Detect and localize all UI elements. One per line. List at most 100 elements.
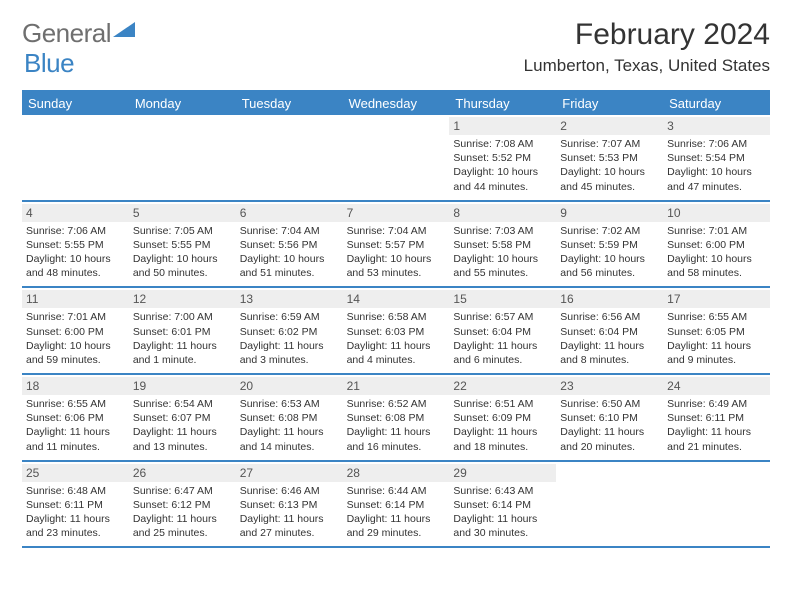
sunrise-text: Sunrise: 6:54 AM [133,397,232,411]
day-cell: 10Sunrise: 7:01 AMSunset: 6:00 PMDayligh… [663,202,770,287]
day-cell: 18Sunrise: 6:55 AMSunset: 6:06 PMDayligh… [22,375,129,460]
day-cell: 27Sunrise: 6:46 AMSunset: 6:13 PMDayligh… [236,462,343,547]
day-number: 18 [22,377,129,395]
day-number: 28 [343,464,450,482]
week-row: 1Sunrise: 7:08 AMSunset: 5:52 PMDaylight… [22,115,770,202]
day-number: 2 [556,117,663,135]
sunrise-text: Sunrise: 6:44 AM [347,484,446,498]
day-cell: 28 Sunrise: 6:44 AMSunset: 6:14 PMDayligh… [343,462,450,547]
daylight-text: Daylight: 11 hours and 16 minutes. [347,425,446,453]
day-cell: 22Sunrise: 6:51 AMSunset: 6:09 PMDayligh… [449,375,556,460]
sunset-text: Sunset: 6:10 PM [560,411,659,425]
day-cell [343,115,450,200]
sunset-text: Sunset: 6:00 PM [667,238,766,252]
daylight-text: Daylight: 11 hours and 6 minutes. [453,339,552,367]
daylight-text: Daylight: 11 hours and 29 minutes. [347,512,446,540]
day-cell: 2Sunrise: 7:07 AMSunset: 5:53 PMDaylight… [556,115,663,200]
sunset-text: Sunset: 6:08 PM [240,411,339,425]
sunrise-text: Sunrise: 7:05 AM [133,224,232,238]
day-number: 10 [663,204,770,222]
day-number: 20 [236,377,343,395]
logo-text-blue: Blue [24,48,74,78]
day-header-tuesday: Tuesday [236,92,343,115]
sunset-text: Sunset: 6:00 PM [26,325,125,339]
day-header-row: SundayMondayTuesdayWednesdayThursdayFrid… [22,92,770,115]
day-number: 22 [449,377,556,395]
sunset-text: Sunset: 5:52 PM [453,151,552,165]
day-cell [236,115,343,200]
day-header-saturday: Saturday [663,92,770,115]
sunset-text: Sunset: 5:56 PM [240,238,339,252]
day-cell [556,462,663,547]
day-cell: 24Sunrise: 6:49 AMSunset: 6:11 PMDayligh… [663,375,770,460]
day-cell: 13Sunrise: 6:59 AMSunset: 6:02 PMDayligh… [236,288,343,373]
sunrise-text: Sunrise: 6:56 AM [560,310,659,324]
sunrise-text: Sunrise: 7:04 AM [347,224,446,238]
day-number: 24 [663,377,770,395]
day-cell: 8Sunrise: 7:03 AMSunset: 5:58 PMDaylight… [449,202,556,287]
day-number: 11 [22,290,129,308]
day-cell [129,115,236,200]
day-cell: 26Sunrise: 6:47 AMSunset: 6:12 PMDayligh… [129,462,236,547]
sunrise-text: Sunrise: 6:48 AM [26,484,125,498]
day-header-wednesday: Wednesday [343,92,450,115]
day-header-sunday: Sunday [22,92,129,115]
day-number: 5 [129,204,236,222]
location: Lumberton, Texas, United States [524,56,770,76]
sunrise-text: Sunrise: 6:53 AM [240,397,339,411]
daylight-text: Daylight: 11 hours and 9 minutes. [667,339,766,367]
sunrise-text: Sunrise: 6:51 AM [453,397,552,411]
daylight-text: Daylight: 10 hours and 51 minutes. [240,252,339,280]
logo-triangle-icon [113,22,135,45]
daylight-text: Daylight: 10 hours and 59 minutes. [26,339,125,367]
daylight-text: Daylight: 10 hours and 48 minutes. [26,252,125,280]
daylight-text: Daylight: 11 hours and 20 minutes. [560,425,659,453]
logo: General [22,18,135,49]
sunset-text: Sunset: 5:55 PM [133,238,232,252]
sunset-text: Sunset: 6:14 PM [347,498,446,512]
day-cell: 4Sunrise: 7:06 AMSunset: 5:55 PMDaylight… [22,202,129,287]
daylight-text: Daylight: 11 hours and 23 minutes. [26,512,125,540]
logo-text-general: General [22,18,111,49]
sunset-text: Sunset: 5:55 PM [26,238,125,252]
daylight-text: Daylight: 10 hours and 44 minutes. [453,165,552,193]
sunset-text: Sunset: 5:53 PM [560,151,659,165]
sunrise-text: Sunrise: 6:50 AM [560,397,659,411]
sunset-text: Sunset: 6:01 PM [133,325,232,339]
sunrise-text: Sunrise: 6:49 AM [667,397,766,411]
sunrise-text: Sunrise: 7:00 AM [133,310,232,324]
day-number: 9 [556,204,663,222]
day-header-thursday: Thursday [449,92,556,115]
day-number: 13 [236,290,343,308]
daylight-text: Daylight: 10 hours and 55 minutes. [453,252,552,280]
day-number: 29 [449,464,556,482]
sunset-text: Sunset: 6:04 PM [453,325,552,339]
day-header-monday: Monday [129,92,236,115]
sunset-text: Sunset: 6:07 PM [133,411,232,425]
daylight-text: Daylight: 11 hours and 18 minutes. [453,425,552,453]
sunrise-text: Sunrise: 7:06 AM [26,224,125,238]
day-number: 17 [663,290,770,308]
sunset-text: Sunset: 6:14 PM [453,498,552,512]
daylight-text: Daylight: 10 hours and 50 minutes. [133,252,232,280]
sunset-text: Sunset: 6:11 PM [667,411,766,425]
sunrise-text: Sunrise: 6:52 AM [347,397,446,411]
day-cell: 16Sunrise: 6:56 AMSunset: 6:04 PMDayligh… [556,288,663,373]
week-row: 25Sunrise: 6:48 AMSunset: 6:11 PMDayligh… [22,462,770,549]
sunrise-text: Sunrise: 7:02 AM [560,224,659,238]
daylight-text: Daylight: 11 hours and 3 minutes. [240,339,339,367]
day-number: 19 [129,377,236,395]
day-cell: 1Sunrise: 7:08 AMSunset: 5:52 PMDaylight… [449,115,556,200]
sunrise-text: Sunrise: 7:03 AM [453,224,552,238]
sunrise-text: Sunrise: 7:01 AM [26,310,125,324]
day-cell: 25Sunrise: 6:48 AMSunset: 6:11 PMDayligh… [22,462,129,547]
sunrise-text: Sunrise: 6:58 AM [347,310,446,324]
sunset-text: Sunset: 6:08 PM [347,411,446,425]
day-number: 15 [449,290,556,308]
sunset-text: Sunset: 6:02 PM [240,325,339,339]
daylight-text: Daylight: 11 hours and 13 minutes. [133,425,232,453]
sunrise-text: Sunrise: 7:07 AM [560,137,659,151]
day-number: 26 [129,464,236,482]
sunrise-text: Sunrise: 6:55 AM [26,397,125,411]
day-number: 27 [236,464,343,482]
